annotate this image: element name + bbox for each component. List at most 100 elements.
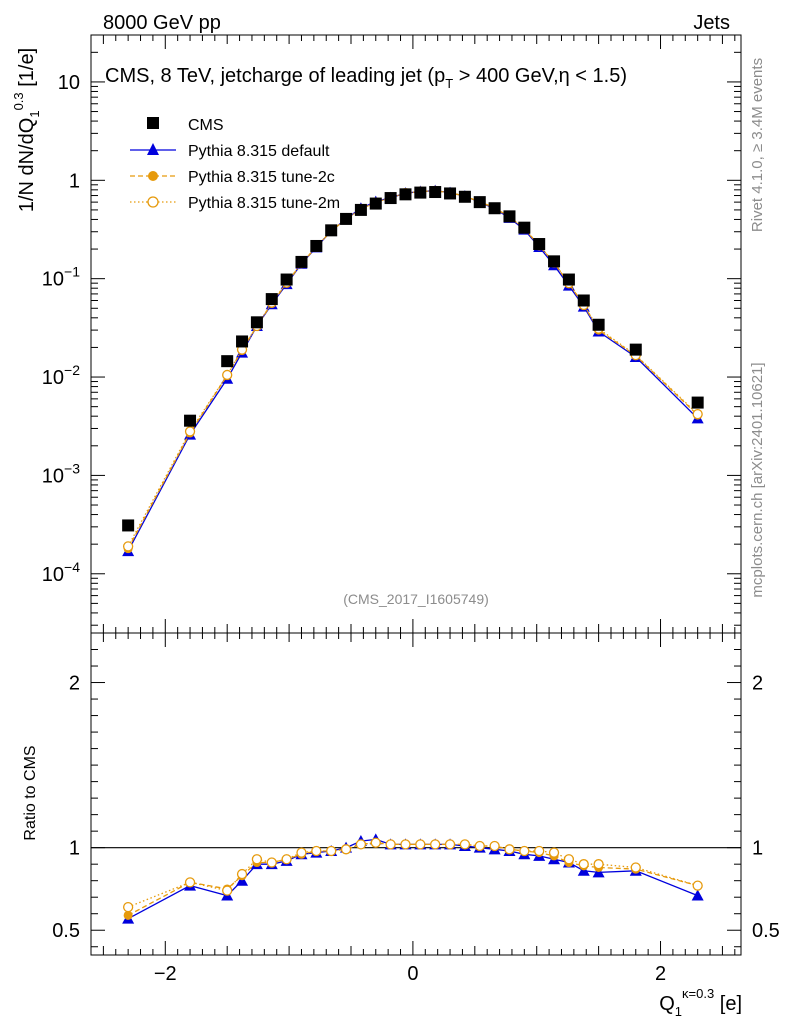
main-data-point — [222, 369, 233, 381]
ratio-y-tick-label-right: 1 — [752, 838, 763, 860]
main-data-point — [354, 203, 367, 216]
x-tick-label: 0 — [407, 963, 418, 985]
legend-default-marker — [147, 143, 159, 155]
main-series-line — [127, 190, 699, 547]
ratio-series-line — [127, 842, 698, 908]
legend-tune2c-label: Pythia 8.315 tune-2c — [188, 169, 335, 186]
main-ylabel: 1/N dN/dQ10.3 [1/e] — [11, 48, 42, 212]
main-data-point — [399, 188, 412, 201]
y-tick-label: 10−4 — [42, 559, 80, 586]
xlabel: Q1κ=0.3 [e] — [659, 986, 742, 1019]
ratio-data-point — [184, 877, 196, 888]
main-data-point — [384, 192, 397, 205]
mcplots-label: mcplots.cern.ch [arXiv:2401.10621] — [749, 362, 766, 597]
ratio-y-tick-label: 2 — [69, 673, 80, 695]
main-data-point — [692, 408, 703, 420]
ratio-data-point — [236, 868, 248, 880]
ratio-data-point — [630, 862, 641, 873]
header-left: 8000 GeV pp — [103, 12, 221, 34]
ratio-data-point — [122, 901, 134, 913]
ratio-data-point — [459, 839, 471, 850]
main-data-point — [250, 316, 263, 329]
ratio-y-tick-label: 1 — [69, 838, 80, 860]
main-data-point — [184, 414, 197, 427]
ratio-data-point — [430, 839, 441, 850]
main-data-point — [577, 294, 590, 307]
main-data-point — [414, 186, 427, 199]
ratio-data-point — [489, 840, 500, 852]
ratio-data-point — [222, 885, 233, 896]
main-data-point — [488, 202, 501, 215]
ratio-data-point — [311, 845, 322, 857]
ratio-data-point — [281, 854, 292, 865]
ratio-data-point — [504, 844, 515, 855]
ratio-data-point — [692, 880, 703, 891]
main-data-point — [429, 186, 442, 199]
ratio-data-point — [444, 839, 456, 850]
legend-tune2m-marker — [147, 196, 159, 208]
y-tick-label: 10−1 — [42, 264, 80, 291]
x-tick-label: 2 — [655, 963, 666, 985]
ratio-data-point — [123, 910, 133, 920]
legend-cms-marker — [147, 117, 159, 129]
ratio-data-point — [415, 839, 426, 850]
ratio-data-point — [370, 837, 381, 848]
ratio-y-tick-label: 0.5 — [52, 920, 80, 942]
y-tick-label: 10−2 — [42, 362, 80, 389]
main-data-point — [458, 190, 471, 203]
ratio-series-line — [127, 838, 698, 920]
ratio-data-point — [266, 857, 277, 868]
ratio-panel-frame — [90, 632, 742, 956]
y-tick-label: 10−3 — [42, 460, 80, 487]
ratio-data-point — [385, 839, 396, 850]
main-data-point — [122, 541, 134, 552]
main-data-point — [444, 187, 457, 200]
plot-title: CMS, 8 TeV, jetcharge of leading jet (pT… — [105, 65, 627, 91]
main-data-point — [122, 519, 135, 532]
ratio-y-tick-label-right: 0.5 — [752, 920, 780, 942]
main-data-point — [629, 343, 642, 356]
legend-cms-label: CMS — [188, 117, 224, 134]
header-right: Jets — [693, 12, 730, 34]
main-data-point — [548, 255, 561, 268]
ratio-data-point — [578, 859, 589, 870]
ratio-data-point — [400, 839, 411, 850]
main-data-point — [691, 396, 704, 409]
main-data-point — [310, 239, 323, 252]
main-data-point — [236, 335, 249, 348]
main-data-point — [592, 318, 605, 331]
main-data-point — [280, 273, 293, 286]
ratio-data-point — [474, 840, 485, 852]
ratio-ylabel: Ratio to CMS — [22, 745, 39, 840]
rivet-label: Rivet 4.1.0, ≥ 3.4M events — [749, 58, 766, 232]
ratio-data-point — [296, 847, 307, 858]
legend: CMS Pythia 8.315 default Pythia 8.315 tu… — [130, 117, 340, 212]
ratio-data-point — [534, 845, 545, 857]
ratio-data-point — [326, 845, 337, 857]
main-data-point — [473, 196, 486, 209]
main-data-point — [221, 355, 234, 368]
main-data-point — [503, 210, 516, 223]
main-series-line — [127, 190, 699, 550]
ratio-data-point — [251, 854, 263, 865]
main-data-point — [518, 221, 531, 234]
ratio-data-point — [519, 845, 530, 857]
main-series-line — [127, 189, 699, 552]
ratio-y-tick-label-right: 2 — [752, 673, 763, 695]
ratio-data-point — [563, 854, 575, 865]
legend-default-label: Pythia 8.315 default — [188, 143, 330, 160]
main-data-point — [295, 255, 308, 268]
ratio-data-point — [691, 889, 704, 901]
ratio-data-point — [340, 844, 352, 855]
main-data-point — [184, 426, 196, 437]
ratio-data-point — [548, 847, 560, 858]
analysis-watermark: (CMS_2017_I1605749) — [343, 591, 489, 607]
main-data-point — [340, 212, 353, 225]
main-data-point — [325, 224, 338, 237]
ratio-series-line — [127, 842, 698, 916]
y-tick-label: 10 — [58, 72, 80, 94]
y-tick-label: 1 — [69, 170, 80, 192]
legend-tune2c-marker — [148, 171, 158, 181]
main-data-point — [562, 273, 575, 286]
